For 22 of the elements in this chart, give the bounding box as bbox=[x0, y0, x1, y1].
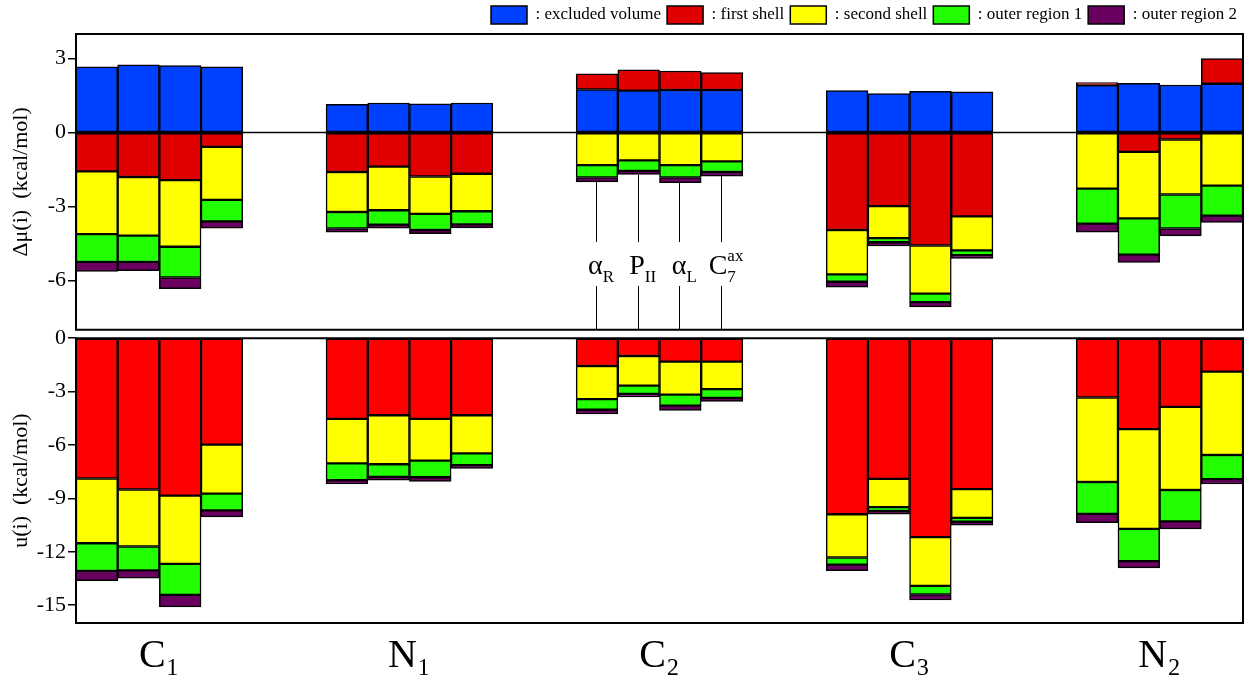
x-tick-label: C₃ bbox=[889, 631, 930, 676]
x-tick-label: N₁ bbox=[388, 631, 431, 676]
y-axis-title: Δμ(i) (kcal/mol) bbox=[6, 107, 32, 257]
y-tick-label: -3 bbox=[47, 192, 66, 218]
legend-label: : outer region 2 bbox=[1132, 4, 1238, 24]
x-tick-label: C₂ bbox=[639, 631, 680, 676]
legend-label: : outer region 1 bbox=[977, 4, 1083, 24]
legend-label: : excluded volume bbox=[535, 4, 662, 24]
y-tick-label: 3 bbox=[55, 44, 66, 70]
y-tick-label: -6 bbox=[47, 266, 66, 292]
y-axis-title: u(i) (kcal/mol) bbox=[6, 413, 32, 548]
legend-label: : second shell bbox=[834, 4, 928, 24]
x-tick-label: N₂ bbox=[1138, 631, 1182, 676]
y-tick-label: -6 bbox=[47, 430, 66, 456]
y-tick-label: -12 bbox=[36, 537, 66, 563]
y-tick-label: -9 bbox=[47, 484, 66, 510]
x-tick-label: C₁ bbox=[139, 631, 180, 676]
y-tick-label: -15 bbox=[36, 590, 66, 616]
y-tick-label: 0 bbox=[55, 118, 66, 144]
y-tick-label: 0 bbox=[55, 323, 66, 349]
legend-label: : first shell bbox=[711, 4, 785, 24]
y-tick-label: -3 bbox=[47, 377, 66, 403]
